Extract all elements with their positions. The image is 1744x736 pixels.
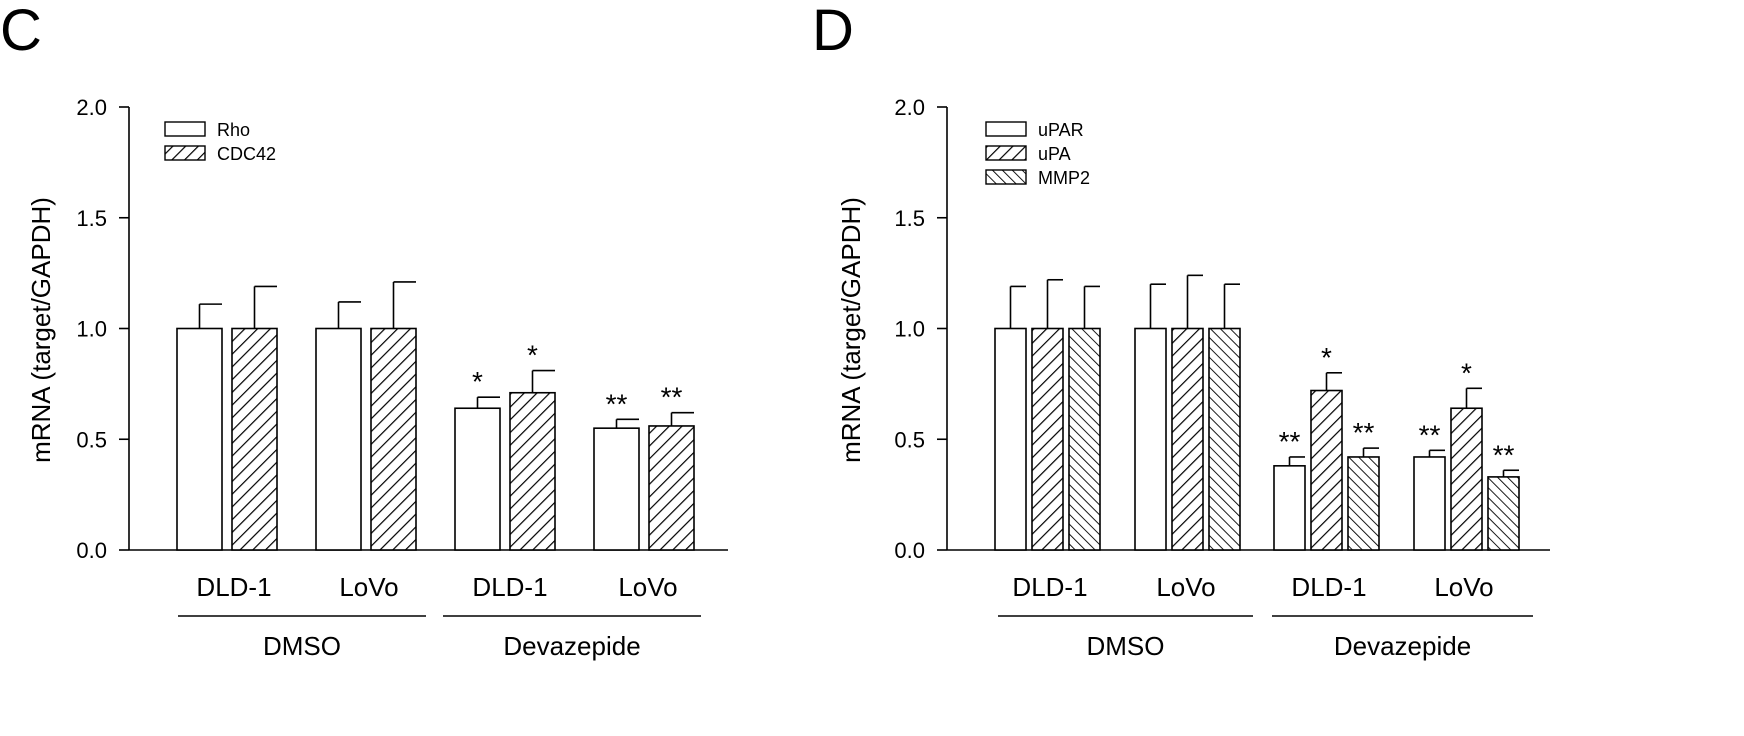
- legend-swatch-cdc42-c: [164, 145, 206, 161]
- y-tick-label-c: 0.0: [76, 538, 107, 563]
- category-label-c: DLD-1: [472, 572, 547, 602]
- legend-label-upar-d: uPAR: [1038, 120, 1084, 140]
- legend-swatch-upa-d: [985, 145, 1027, 161]
- bar-rho-c: [176, 327, 223, 551]
- panel-letter-c: C: [0, 0, 42, 63]
- bar-cdc42-c: [370, 327, 417, 551]
- significance-mark-c: *: [527, 340, 538, 371]
- bar-cdc42-c: [509, 391, 556, 551]
- category-label-c: LoVo: [618, 572, 677, 602]
- bar-upa-d: [1031, 327, 1064, 551]
- legend-label-cdc42-c: CDC42: [217, 144, 276, 164]
- bar-cdc42-c: [648, 425, 695, 551]
- y-tick-label-c: 1.0: [76, 317, 107, 342]
- group-label-d: Devazepide: [1334, 631, 1471, 661]
- y-tick-label-c: 1.5: [76, 206, 107, 231]
- legend-label-rho-c: Rho: [217, 120, 250, 140]
- bar-upa-d: [1171, 327, 1204, 551]
- significance-mark-c: **: [606, 388, 628, 419]
- bar-upar-d: [1413, 456, 1446, 551]
- bar-upa-d: [1310, 389, 1343, 551]
- y-tick-label-d: 0.5: [894, 427, 925, 452]
- legend-swatch-rho-c: [164, 121, 206, 137]
- panel-d: D mRNA (target/GAPDH) 0.00.51.01.52.0** *…: [812, 0, 1550, 661]
- group-label-d: DMSO: [1087, 631, 1165, 661]
- category-label-d: DLD-1: [1291, 572, 1366, 602]
- y-tick-label-c: 0.5: [76, 427, 107, 452]
- legend-swatch-mmp2-d: [985, 169, 1027, 185]
- significance-mark-d: **: [1493, 439, 1515, 470]
- bar-cdc42-c: [231, 327, 278, 551]
- y-axis-title-d: mRNA (target/GAPDH): [836, 197, 866, 463]
- bar-upar-d: [994, 327, 1027, 551]
- y-axis-title-c: mRNA (target/GAPDH): [26, 197, 56, 463]
- bar-mmp2-d: [1487, 476, 1520, 551]
- legend-label-upa-d: uPA: [1038, 144, 1071, 164]
- legend-swatch-upar-d: [985, 121, 1027, 137]
- y-tick-label-d: 1.0: [894, 317, 925, 342]
- group-label-c: Devazepide: [503, 631, 640, 661]
- bar-rho-c: [593, 427, 640, 551]
- significance-mark-d: **: [1419, 419, 1441, 450]
- category-label-c: DLD-1: [196, 572, 271, 602]
- category-label-d: LoVo: [1156, 572, 1215, 602]
- bar-upa-d: [1450, 407, 1483, 551]
- significance-mark-d: **: [1279, 426, 1301, 457]
- category-label-d: LoVo: [1434, 572, 1493, 602]
- bar-mmp2-d: [1208, 327, 1241, 551]
- significance-mark-d: *: [1321, 342, 1332, 373]
- bar-rho-c: [315, 327, 362, 551]
- y-tick-label-d: 0.0: [894, 538, 925, 563]
- bar-rho-c: [454, 407, 501, 551]
- significance-mark-c: **: [661, 382, 683, 413]
- legend-label-mmp2-d: MMP2: [1038, 168, 1090, 188]
- bar-mmp2-d: [1068, 327, 1101, 551]
- significance-mark-d: **: [1353, 417, 1375, 448]
- panel-c: C mRNA (target/GAPDH) 0.00.51.01.52.0***…: [0, 0, 728, 661]
- y-tick-label-d: 2.0: [894, 95, 925, 120]
- significance-mark-c: *: [472, 366, 483, 397]
- bar-upar-d: [1273, 465, 1306, 551]
- group-label-c: DMSO: [263, 631, 341, 661]
- panel-letter-d: D: [812, 0, 854, 63]
- y-tick-label-c: 2.0: [76, 95, 107, 120]
- category-label-d: DLD-1: [1012, 572, 1087, 602]
- significance-mark-d: *: [1461, 357, 1472, 388]
- category-label-c: LoVo: [339, 572, 398, 602]
- y-tick-label-d: 1.5: [894, 206, 925, 231]
- bar-upar-d: [1134, 327, 1167, 551]
- bar-mmp2-d: [1347, 456, 1380, 551]
